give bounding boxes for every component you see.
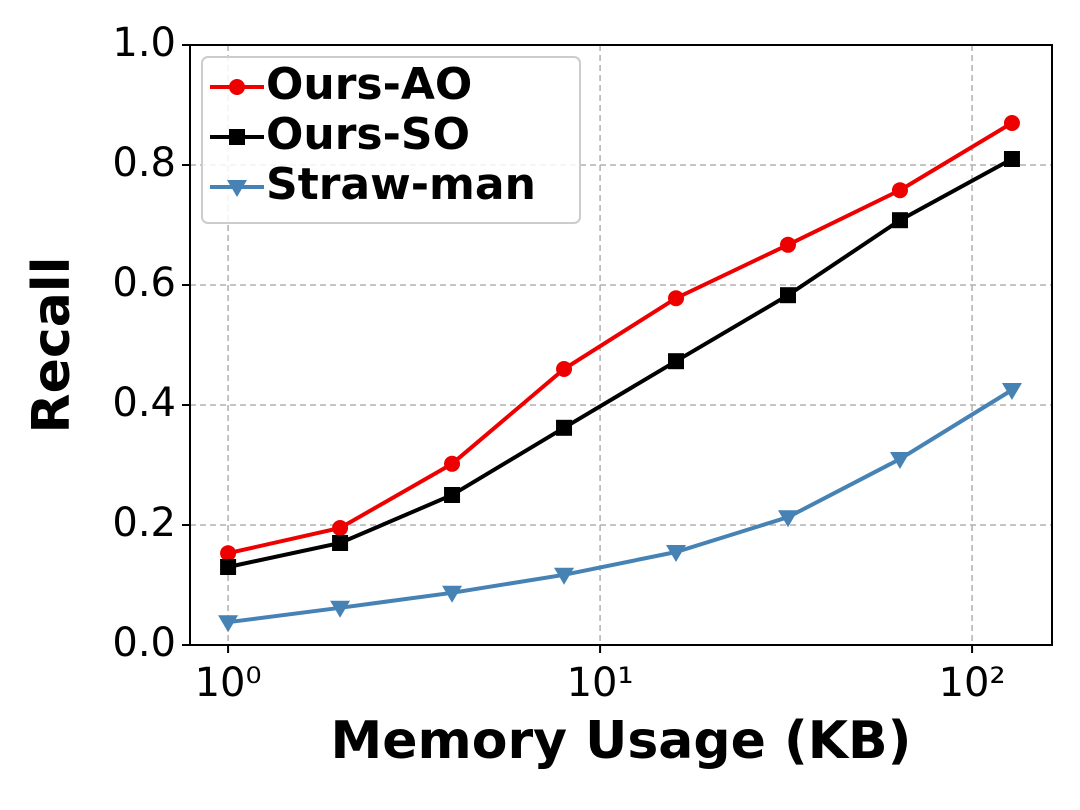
marker — [891, 212, 908, 229]
marker — [444, 455, 461, 472]
marker — [229, 79, 245, 95]
y-tick-label: 0.2 — [112, 500, 176, 546]
x-axis-label: Memory Usage (KB) — [331, 711, 912, 771]
marker — [668, 353, 685, 370]
marker — [229, 129, 245, 145]
series-line — [227, 121, 1013, 556]
legend-box — [201, 56, 581, 224]
x-tick-label: 10⁰ — [195, 660, 262, 706]
marker — [1001, 383, 1022, 400]
marker — [556, 361, 573, 377]
marker — [779, 236, 796, 253]
marker — [554, 567, 575, 585]
marker — [220, 559, 237, 575]
marker — [777, 510, 798, 528]
marker — [1003, 115, 1020, 131]
marker — [779, 287, 796, 304]
legend-label: Ours-AO — [266, 59, 472, 110]
marker — [891, 182, 908, 199]
x-tick-label: 10¹ — [567, 660, 634, 706]
marker — [218, 615, 239, 633]
marker — [1003, 151, 1020, 167]
y-axis-label: Recall — [22, 257, 82, 434]
marker — [332, 520, 349, 536]
marker — [668, 290, 685, 307]
legend-label: Ours-SO — [266, 109, 470, 160]
marker — [556, 419, 573, 436]
y-tick-label: 0.8 — [112, 140, 176, 186]
marker — [332, 535, 349, 551]
marker — [442, 585, 463, 603]
marker — [330, 600, 351, 618]
x-tick-label: 10² — [939, 660, 1006, 706]
marker — [889, 452, 910, 469]
y-tick-label: 0.0 — [112, 620, 176, 666]
marker — [666, 545, 687, 562]
y-tick-label: 0.6 — [112, 260, 176, 306]
plot-frame — [189, 44, 1053, 646]
marker — [444, 487, 461, 503]
marker — [227, 180, 247, 197]
marker — [220, 545, 237, 562]
y-tick-label: 1.0 — [112, 20, 176, 66]
y-tick-label: 0.4 — [112, 380, 176, 426]
series-line — [227, 157, 1013, 569]
legend-label: Straw-man — [266, 159, 536, 210]
series-line — [227, 388, 1014, 625]
